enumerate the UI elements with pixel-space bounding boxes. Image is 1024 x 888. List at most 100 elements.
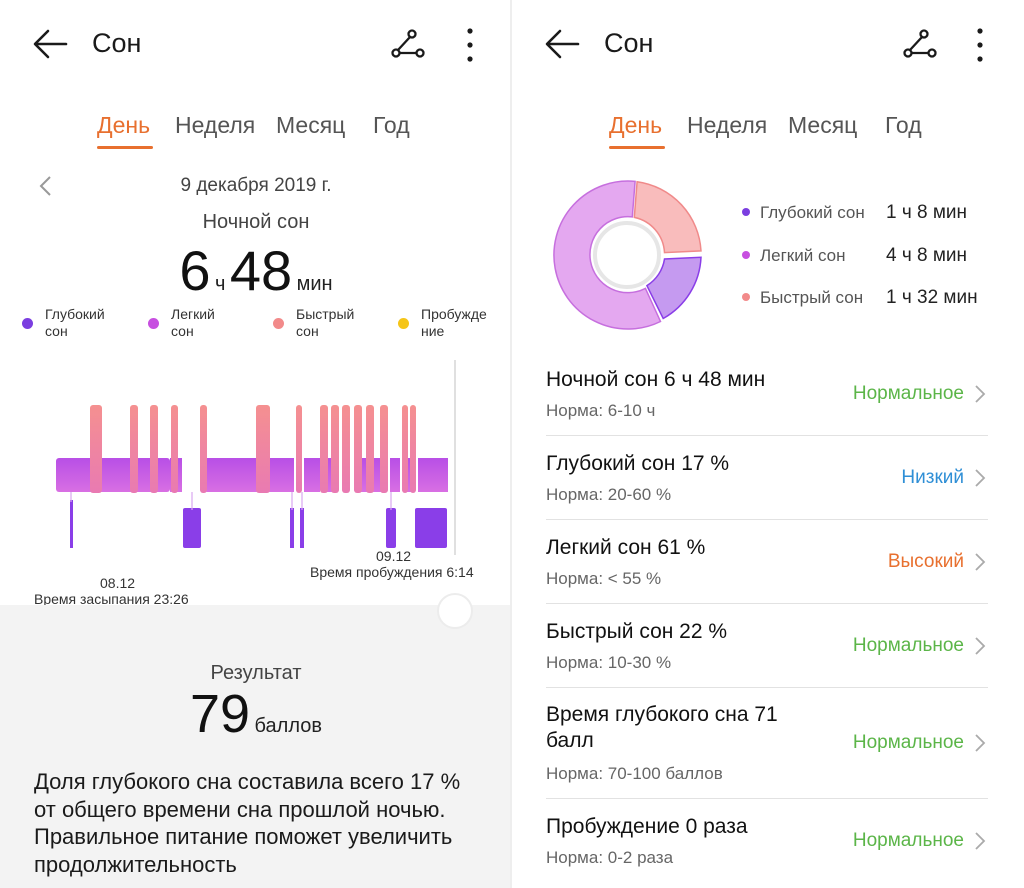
score-value: 79 — [190, 684, 251, 744]
sleep-stage-graph — [56, 360, 456, 555]
metric-status: Высокий — [887, 551, 964, 572]
period-tabs: День Неделя Месяц Год — [512, 108, 1024, 152]
legend-rem-value: 1 ч 32 мин — [886, 287, 978, 308]
metric-norm: Норма: 10-30 % — [546, 653, 672, 672]
metric-norm: Норма: 70-100 баллов — [546, 764, 723, 783]
metric-status: Нормальное — [852, 732, 964, 753]
metric-title: Время глубокого сна 71 балл — [546, 703, 778, 752]
legend-deep: Глубокий сон — [45, 306, 105, 339]
metric-title: Глубокий сон 17 % — [546, 452, 730, 475]
sleep-day-screen: Сон День Неделя Месяц Год 9 декабря 2019… — [0, 0, 512, 888]
selected-date: 9 декабря 2019 г. — [180, 175, 332, 196]
metric-norm: Норма: 6-10 ч — [546, 401, 656, 420]
stage-connectors — [70, 492, 392, 510]
metric-row-awakenings[interactable]: Пробуждение 0 раза Норма: 0-2 раза Норма… — [546, 799, 988, 888]
metric-row-night-sleep[interactable]: Ночной сон 6 ч 48 мин Норма: 6-10 ч Норм… — [546, 352, 988, 436]
sleep-score: 79 баллов — [0, 683, 512, 745]
chevron-right-icon — [975, 385, 986, 403]
chart-end-date: 09.12 — [376, 548, 412, 564]
total-minutes: 48 — [229, 239, 293, 302]
chevron-right-icon — [975, 832, 986, 850]
wake-up-time: Время пробуждения 6:14 — [310, 564, 474, 580]
sleep-details-screen: Сон День Неделя Месяц Год Глубокий сон 1… — [512, 0, 1024, 888]
donut-hole — [593, 221, 661, 289]
legend-light-value: 4 ч 8 мин — [886, 245, 968, 266]
chevron-right-icon — [975, 553, 986, 571]
metric-norm: Норма: 20-60 % — [546, 485, 672, 504]
legend-deep-label: Глубокий сон — [760, 203, 865, 222]
hours-unit: ч — [215, 273, 226, 295]
sleep-stage-chart[interactable]: 08.12 Время засыпания 23:26 09.12 Время … — [0, 360, 512, 610]
night-sleep-label: Ночной сон — [202, 211, 310, 233]
total-hours: 6 — [179, 239, 211, 302]
metric-title: Пробуждение 0 раза — [546, 815, 748, 838]
more-options-icon[interactable] — [970, 26, 990, 64]
chevron-right-icon — [975, 734, 986, 752]
metric-title: Легкий сон 61 % — [546, 536, 706, 559]
back-arrow-icon[interactable] — [542, 26, 582, 62]
tab-day[interactable]: День — [97, 112, 151, 138]
sleep-phase-donut — [553, 180, 702, 330]
metric-row-light-sleep[interactable]: Легкий сон 61 % Норма: < 55 % Высокий — [546, 520, 988, 604]
legend-dot-awake — [398, 318, 409, 329]
chevron-right-icon — [975, 637, 986, 655]
tab-week[interactable]: Неделя — [175, 112, 256, 138]
legend-dot-deep — [22, 318, 33, 329]
legend-awake: Пробужде ние — [421, 306, 487, 339]
donut-light-segment — [553, 180, 662, 330]
light-sleep-segments — [56, 458, 448, 492]
chart-start-date: 08.12 — [100, 575, 136, 591]
tab-day[interactable]: День — [609, 112, 663, 138]
legend-deep-value: 1 ч 8 мин — [886, 202, 968, 223]
legend-dot-rem — [273, 318, 284, 329]
metric-status: Низкий — [901, 467, 964, 488]
tab-week[interactable]: Неделя — [687, 112, 768, 138]
back-arrow-icon[interactable] — [30, 26, 70, 62]
legend-dot-light — [742, 251, 750, 259]
rem-sleep-segments — [90, 405, 416, 493]
tab-active-underline — [609, 146, 665, 149]
tab-year[interactable]: Год — [373, 112, 410, 138]
chevron-right-icon — [975, 469, 986, 487]
metric-row-deep-sleep[interactable]: Глубокий сон 17 % Норма: 20-60 % Низкий — [546, 436, 988, 520]
share-route-icon[interactable] — [902, 28, 938, 60]
tab-active-underline — [97, 146, 153, 149]
metric-row-rem-sleep[interactable]: Быстрый сон 22 % Норма: 10-30 % Нормальн… — [546, 604, 988, 688]
minutes-unit: мин — [296, 273, 333, 295]
metric-status: Нормальное — [852, 383, 964, 404]
metric-title: Быстрый сон 22 % — [546, 620, 728, 643]
legend-dot-light — [148, 318, 159, 329]
legend-light: Легкий сон — [171, 306, 215, 339]
result-card — [0, 605, 512, 888]
period-tabs: День Неделя Месяц Год — [0, 108, 512, 152]
fall-asleep-time: Время засыпания 23:26 — [34, 591, 189, 607]
legend-rem-label: Быстрый сон — [760, 288, 864, 307]
metric-status: Нормальное — [852, 830, 964, 851]
page-title: Сон — [604, 28, 654, 58]
legend-dot-rem — [742, 293, 750, 301]
previous-day-icon[interactable] — [36, 174, 56, 198]
result-label: Результат — [210, 662, 302, 684]
tab-year[interactable]: Год — [885, 112, 922, 138]
metric-row-deep-sleep-score[interactable]: Время глубокого сна 71 балл Норма: 70-10… — [546, 688, 988, 799]
tab-month[interactable]: Месяц — [276, 112, 346, 138]
metric-norm: Норма: 0-2 раза — [546, 848, 674, 867]
legend-rem: Быстрый сон — [296, 306, 355, 339]
metric-status: Нормальное — [852, 635, 964, 656]
score-unit: баллов — [254, 715, 322, 737]
deep-sleep-segments — [70, 500, 447, 548]
page-title: Сон — [92, 28, 142, 58]
tab-month[interactable]: Месяц — [788, 112, 858, 138]
sleep-advice-text: Доля глубокого сна составила всего 17 % … — [34, 769, 461, 877]
legend-dot-deep — [742, 208, 750, 216]
metric-norm: Норма: < 55 % — [546, 569, 662, 588]
app-bar: Сон — [512, 0, 1024, 90]
total-sleep-duration: 6 ч 48 мин — [0, 238, 512, 303]
chart-scrubber-handle[interactable] — [437, 593, 473, 629]
legend-light-label: Легкий сон — [760, 246, 846, 265]
share-route-icon[interactable] — [390, 28, 426, 60]
donut-rem-segment — [633, 180, 702, 254]
metric-title: Ночной сон 6 ч 48 мин — [546, 368, 766, 391]
app-bar: Сон — [0, 0, 512, 90]
more-options-icon[interactable] — [460, 26, 480, 64]
